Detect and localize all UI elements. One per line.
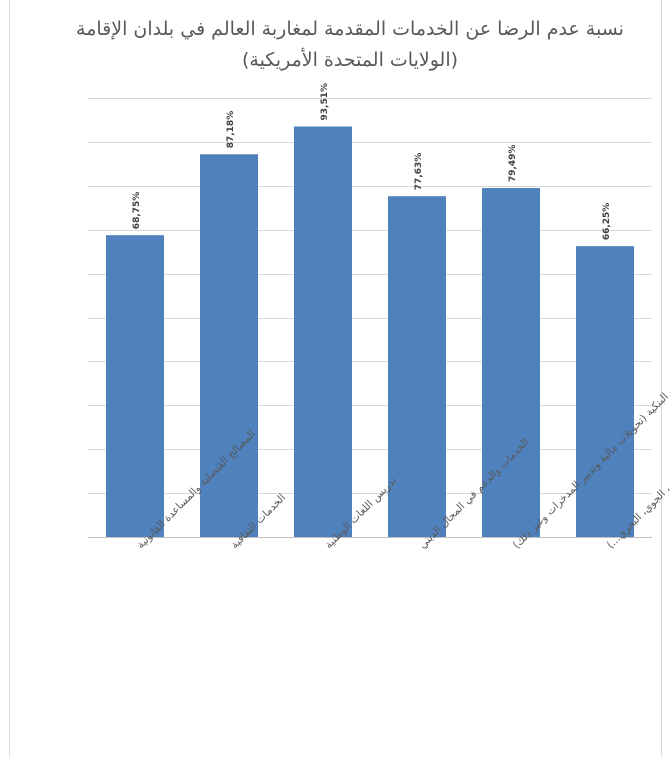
data-label: 77,63% [414,153,424,191]
data-label: 87,18% [226,111,236,149]
bar [388,196,446,538]
bar [294,126,352,538]
bar [576,246,634,537]
bar [200,154,258,538]
data-labels: 68,75% 87,18% 93,51% 77,63% 79,49% 66,25% [132,83,612,240]
gridlines [88,98,652,494]
bar [482,188,540,538]
data-label: 66,25% [602,203,612,241]
bars [106,126,634,538]
data-label: 79,49% [508,145,518,183]
chart-title: نسبة عدم الرضا عن الخدمات المقدمة لمغارب… [76,18,624,71]
data-label: 68,75% [132,192,142,230]
bar [106,235,164,537]
data-label: 93,51% [320,83,330,121]
